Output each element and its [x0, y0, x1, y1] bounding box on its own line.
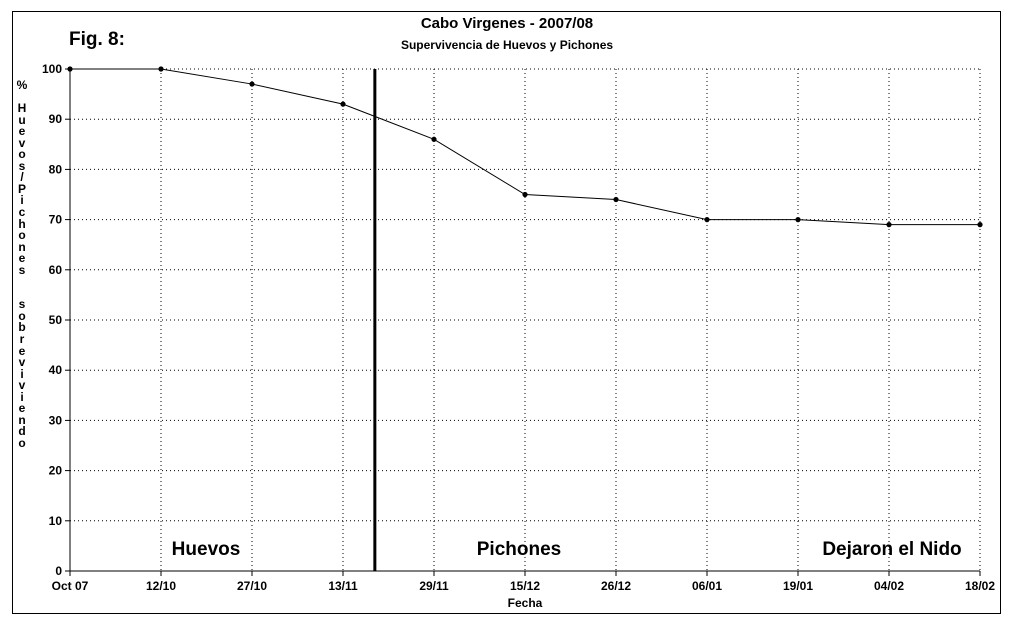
- y-tick-label: 40: [49, 363, 63, 377]
- data-point: [431, 136, 437, 142]
- x-tick-label: 06/01: [692, 579, 722, 593]
- chart-subtitle: Supervivencia de Huevos y Pichones: [400, 38, 614, 52]
- data-point: [158, 66, 164, 72]
- region-annotation: Huevos: [172, 539, 241, 560]
- x-tick-label: 13/11: [328, 579, 358, 593]
- y-axis-label: % H u e v o s / P i c h o n e s s o b r …: [16, 78, 28, 450]
- x-tick-label: 26/12: [601, 579, 631, 593]
- data-point: [795, 217, 801, 223]
- x-tick-label: 18/02: [965, 579, 995, 593]
- x-tick-label: 04/02: [874, 579, 904, 593]
- figure-label: Fig. 8:: [69, 29, 125, 50]
- data-point: [249, 81, 255, 87]
- data-point: [522, 191, 528, 198]
- y-tick-label: 50: [49, 313, 63, 327]
- x-tick-label: 15/12: [510, 579, 540, 593]
- data-point: [704, 217, 710, 223]
- data-point: [340, 101, 346, 107]
- y-tick-label: 100: [42, 62, 62, 76]
- x-tick-label: 12/10: [146, 579, 176, 593]
- y-tick-label: 30: [49, 413, 63, 427]
- x-tick-label: 19/01: [783, 579, 813, 593]
- data-point: [67, 66, 73, 72]
- y-tick-label: 10: [49, 514, 63, 528]
- y-tick-label: 0: [55, 564, 62, 578]
- data-point: [886, 222, 892, 228]
- region-annotation: Pichones: [477, 539, 561, 560]
- data-point: [977, 222, 983, 228]
- y-tick-label: 60: [49, 263, 63, 277]
- chart-title: Cabo Virgenes - 2007/08: [420, 15, 594, 32]
- y-tick-label: 90: [49, 112, 63, 126]
- region-annotation: Dejaron el Nido: [822, 539, 961, 560]
- y-tick-label: 70: [49, 213, 63, 227]
- y-tick-label: 20: [49, 464, 63, 478]
- x-axis-label: Fecha: [507, 596, 543, 610]
- x-tick-label: 27/10: [237, 579, 267, 593]
- x-tick-label: 29/11: [419, 579, 449, 593]
- chart-frame: [12, 11, 1001, 614]
- data-point: [613, 196, 619, 203]
- y-tick-label: 80: [49, 162, 63, 176]
- x-tick-label: Oct 07: [52, 579, 89, 593]
